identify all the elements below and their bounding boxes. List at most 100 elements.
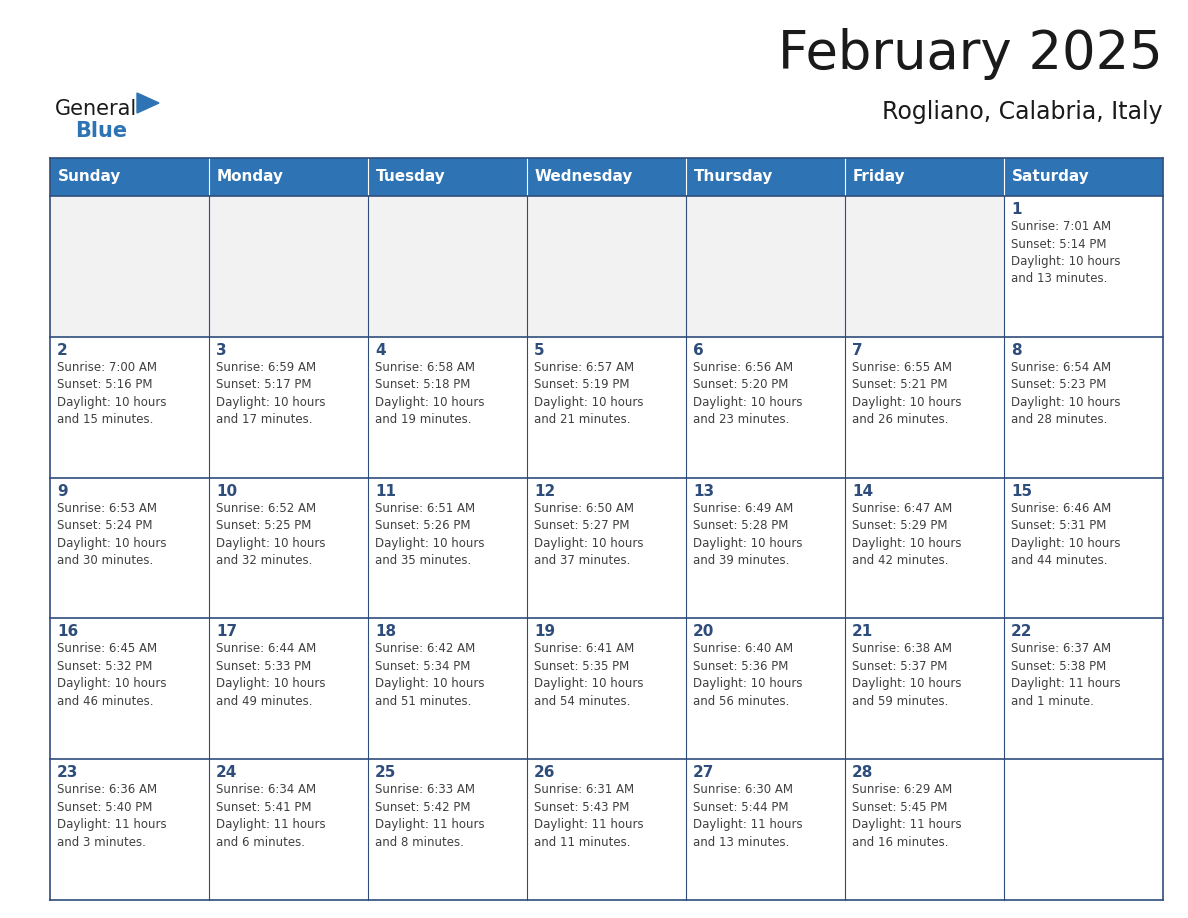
- Text: Sunrise: 6:49 AM
Sunset: 5:28 PM
Daylight: 10 hours
and 39 minutes.: Sunrise: 6:49 AM Sunset: 5:28 PM Dayligh…: [693, 501, 803, 567]
- Bar: [50, 477, 209, 619]
- Bar: [209, 196, 368, 337]
- Polygon shape: [137, 93, 159, 113]
- Bar: [685, 337, 845, 477]
- Text: 5: 5: [533, 342, 544, 358]
- Text: February 2025: February 2025: [778, 28, 1163, 80]
- Text: Sunrise: 6:52 AM
Sunset: 5:25 PM
Daylight: 10 hours
and 32 minutes.: Sunrise: 6:52 AM Sunset: 5:25 PM Dayligh…: [216, 501, 326, 567]
- Text: Sunrise: 6:47 AM
Sunset: 5:29 PM
Daylight: 10 hours
and 42 minutes.: Sunrise: 6:47 AM Sunset: 5:29 PM Dayligh…: [852, 501, 961, 567]
- Text: Sunrise: 6:56 AM
Sunset: 5:20 PM
Daylight: 10 hours
and 23 minutes.: Sunrise: 6:56 AM Sunset: 5:20 PM Dayligh…: [693, 361, 803, 426]
- Bar: [209, 759, 368, 900]
- Text: 22: 22: [1011, 624, 1032, 640]
- Text: Sunrise: 6:45 AM
Sunset: 5:32 PM
Daylight: 10 hours
and 46 minutes.: Sunrise: 6:45 AM Sunset: 5:32 PM Dayligh…: [57, 643, 166, 708]
- Text: 2: 2: [57, 342, 68, 358]
- Text: 9: 9: [57, 484, 68, 498]
- Bar: [685, 477, 845, 619]
- Text: 28: 28: [852, 766, 873, 780]
- Text: 8: 8: [1011, 342, 1022, 358]
- Text: 24: 24: [216, 766, 238, 780]
- Bar: [527, 196, 685, 337]
- Text: 15: 15: [1011, 484, 1032, 498]
- Text: 21: 21: [852, 624, 873, 640]
- Bar: [527, 759, 685, 900]
- Text: 4: 4: [375, 342, 386, 358]
- Text: 3: 3: [216, 342, 227, 358]
- Bar: [845, 759, 1004, 900]
- Bar: [1004, 337, 1163, 477]
- Text: Sunrise: 6:44 AM
Sunset: 5:33 PM
Daylight: 10 hours
and 49 minutes.: Sunrise: 6:44 AM Sunset: 5:33 PM Dayligh…: [216, 643, 326, 708]
- Text: Sunrise: 6:59 AM
Sunset: 5:17 PM
Daylight: 10 hours
and 17 minutes.: Sunrise: 6:59 AM Sunset: 5:17 PM Dayligh…: [216, 361, 326, 426]
- Text: General: General: [55, 99, 138, 119]
- Bar: [1004, 619, 1163, 759]
- Bar: [527, 337, 685, 477]
- Bar: [1004, 196, 1163, 337]
- Text: Sunrise: 6:55 AM
Sunset: 5:21 PM
Daylight: 10 hours
and 26 minutes.: Sunrise: 6:55 AM Sunset: 5:21 PM Dayligh…: [852, 361, 961, 426]
- Text: Sunrise: 6:36 AM
Sunset: 5:40 PM
Daylight: 11 hours
and 3 minutes.: Sunrise: 6:36 AM Sunset: 5:40 PM Dayligh…: [57, 783, 166, 849]
- Bar: [209, 337, 368, 477]
- Text: Tuesday: Tuesday: [375, 170, 446, 185]
- Bar: [50, 337, 209, 477]
- Text: Sunday: Sunday: [58, 170, 121, 185]
- Bar: [209, 477, 368, 619]
- Text: Sunrise: 6:54 AM
Sunset: 5:23 PM
Daylight: 10 hours
and 28 minutes.: Sunrise: 6:54 AM Sunset: 5:23 PM Dayligh…: [1011, 361, 1120, 426]
- Text: 7: 7: [852, 342, 862, 358]
- Text: Sunrise: 6:40 AM
Sunset: 5:36 PM
Daylight: 10 hours
and 56 minutes.: Sunrise: 6:40 AM Sunset: 5:36 PM Dayligh…: [693, 643, 803, 708]
- Text: Sunrise: 6:30 AM
Sunset: 5:44 PM
Daylight: 11 hours
and 13 minutes.: Sunrise: 6:30 AM Sunset: 5:44 PM Dayligh…: [693, 783, 803, 849]
- Text: Sunrise: 6:37 AM
Sunset: 5:38 PM
Daylight: 11 hours
and 1 minute.: Sunrise: 6:37 AM Sunset: 5:38 PM Dayligh…: [1011, 643, 1120, 708]
- Text: 1: 1: [1011, 202, 1022, 217]
- Text: Sunrise: 6:42 AM
Sunset: 5:34 PM
Daylight: 10 hours
and 51 minutes.: Sunrise: 6:42 AM Sunset: 5:34 PM Dayligh…: [375, 643, 485, 708]
- Text: Sunrise: 6:38 AM
Sunset: 5:37 PM
Daylight: 10 hours
and 59 minutes.: Sunrise: 6:38 AM Sunset: 5:37 PM Dayligh…: [852, 643, 961, 708]
- Bar: [527, 477, 685, 619]
- Text: 10: 10: [216, 484, 238, 498]
- Text: 19: 19: [533, 624, 555, 640]
- Bar: [845, 477, 1004, 619]
- Text: 12: 12: [533, 484, 555, 498]
- Text: Sunrise: 6:46 AM
Sunset: 5:31 PM
Daylight: 10 hours
and 44 minutes.: Sunrise: 6:46 AM Sunset: 5:31 PM Dayligh…: [1011, 501, 1120, 567]
- Bar: [50, 759, 209, 900]
- Text: Sunrise: 6:34 AM
Sunset: 5:41 PM
Daylight: 11 hours
and 6 minutes.: Sunrise: 6:34 AM Sunset: 5:41 PM Dayligh…: [216, 783, 326, 849]
- Bar: [368, 196, 527, 337]
- Text: Sunrise: 6:58 AM
Sunset: 5:18 PM
Daylight: 10 hours
and 19 minutes.: Sunrise: 6:58 AM Sunset: 5:18 PM Dayligh…: [375, 361, 485, 426]
- Bar: [685, 619, 845, 759]
- Text: 6: 6: [693, 342, 703, 358]
- Text: Sunrise: 6:51 AM
Sunset: 5:26 PM
Daylight: 10 hours
and 35 minutes.: Sunrise: 6:51 AM Sunset: 5:26 PM Dayligh…: [375, 501, 485, 567]
- Bar: [845, 337, 1004, 477]
- Text: 26: 26: [533, 766, 556, 780]
- Text: Monday: Monday: [217, 170, 284, 185]
- Bar: [368, 337, 527, 477]
- Text: Sunrise: 6:29 AM
Sunset: 5:45 PM
Daylight: 11 hours
and 16 minutes.: Sunrise: 6:29 AM Sunset: 5:45 PM Dayligh…: [852, 783, 961, 849]
- Bar: [1004, 759, 1163, 900]
- Bar: [368, 759, 527, 900]
- Text: 16: 16: [57, 624, 78, 640]
- Text: 23: 23: [57, 766, 78, 780]
- Text: Sunrise: 6:33 AM
Sunset: 5:42 PM
Daylight: 11 hours
and 8 minutes.: Sunrise: 6:33 AM Sunset: 5:42 PM Dayligh…: [375, 783, 485, 849]
- Text: Sunrise: 7:01 AM
Sunset: 5:14 PM
Daylight: 10 hours
and 13 minutes.: Sunrise: 7:01 AM Sunset: 5:14 PM Dayligh…: [1011, 220, 1120, 285]
- Bar: [527, 619, 685, 759]
- Text: Rogliano, Calabria, Italy: Rogliano, Calabria, Italy: [883, 100, 1163, 124]
- Text: 27: 27: [693, 766, 714, 780]
- Text: Sunrise: 6:53 AM
Sunset: 5:24 PM
Daylight: 10 hours
and 30 minutes.: Sunrise: 6:53 AM Sunset: 5:24 PM Dayligh…: [57, 501, 166, 567]
- Bar: [845, 196, 1004, 337]
- Text: Saturday: Saturday: [1012, 170, 1089, 185]
- Bar: [845, 158, 1004, 196]
- Text: Sunrise: 6:41 AM
Sunset: 5:35 PM
Daylight: 10 hours
and 54 minutes.: Sunrise: 6:41 AM Sunset: 5:35 PM Dayligh…: [533, 643, 644, 708]
- Text: Wednesday: Wednesday: [535, 170, 633, 185]
- Text: 13: 13: [693, 484, 714, 498]
- Bar: [845, 619, 1004, 759]
- Bar: [368, 158, 527, 196]
- Bar: [209, 158, 368, 196]
- Bar: [50, 196, 209, 337]
- Text: Thursday: Thursday: [694, 170, 773, 185]
- Text: 14: 14: [852, 484, 873, 498]
- Text: Sunrise: 6:31 AM
Sunset: 5:43 PM
Daylight: 11 hours
and 11 minutes.: Sunrise: 6:31 AM Sunset: 5:43 PM Dayligh…: [533, 783, 644, 849]
- Bar: [527, 158, 685, 196]
- Text: 11: 11: [375, 484, 396, 498]
- Bar: [685, 759, 845, 900]
- Bar: [209, 619, 368, 759]
- Text: 18: 18: [375, 624, 396, 640]
- Bar: [685, 158, 845, 196]
- Text: Blue: Blue: [75, 121, 127, 141]
- Bar: [50, 619, 209, 759]
- Text: 20: 20: [693, 624, 714, 640]
- Text: Sunrise: 6:57 AM
Sunset: 5:19 PM
Daylight: 10 hours
and 21 minutes.: Sunrise: 6:57 AM Sunset: 5:19 PM Dayligh…: [533, 361, 644, 426]
- Bar: [368, 477, 527, 619]
